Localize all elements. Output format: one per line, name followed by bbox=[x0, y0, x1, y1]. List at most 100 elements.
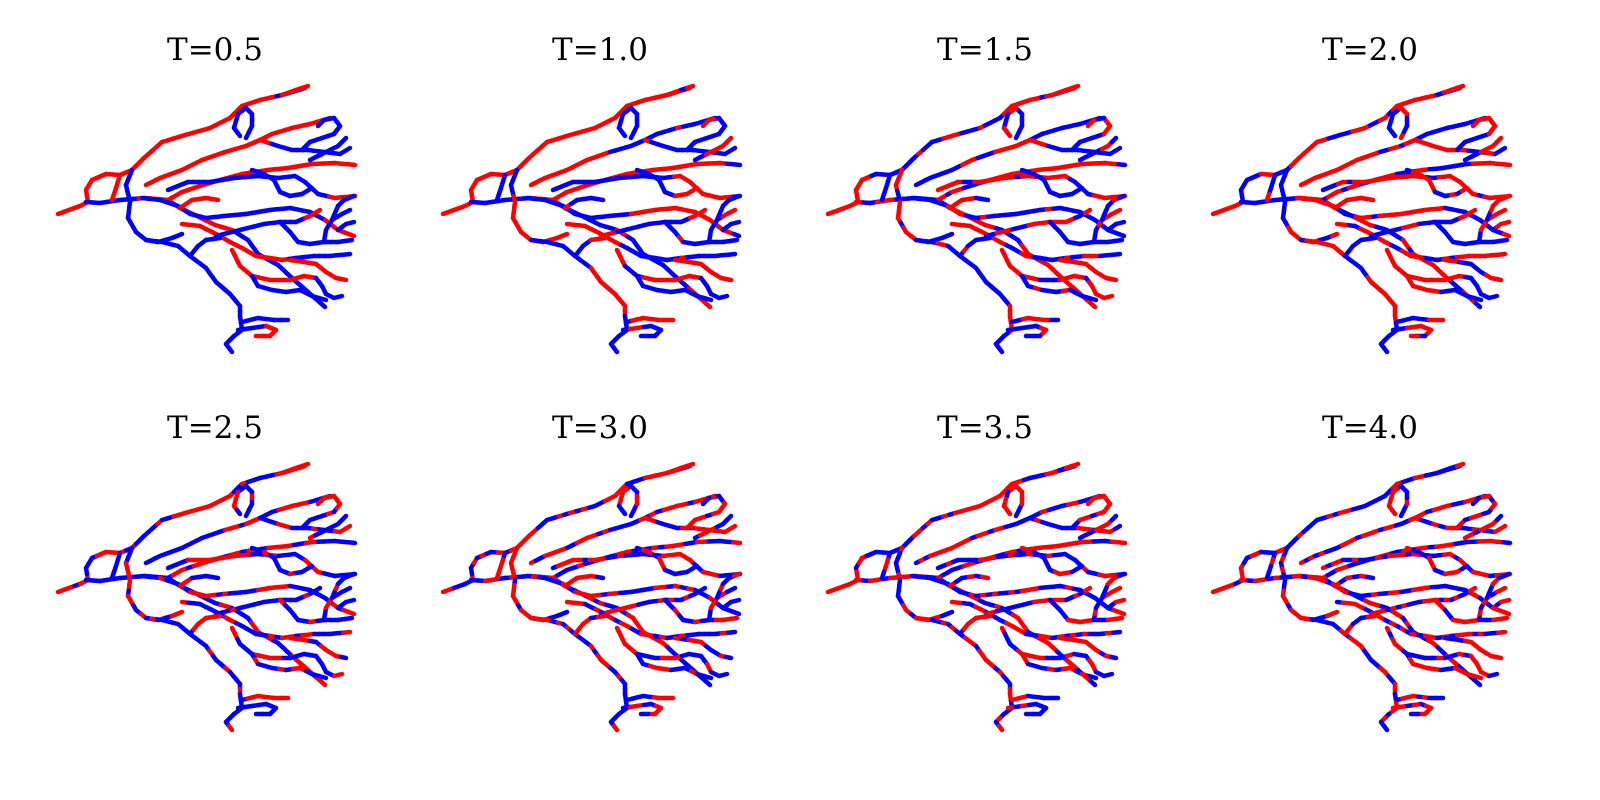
vessel-segment bbox=[723, 654, 734, 661]
vessel-segment bbox=[1113, 597, 1127, 605]
vessel-segment bbox=[312, 207, 323, 216]
panel-8: T=4.0 bbox=[1175, 388, 1565, 768]
vessel-network bbox=[825, 461, 1128, 733]
vessel-segment bbox=[996, 345, 1005, 355]
vessel-segment bbox=[703, 679, 713, 688]
vessel-segment bbox=[1111, 629, 1123, 635]
vessel-segment bbox=[1501, 540, 1513, 546]
vessel-segment bbox=[315, 495, 327, 507]
vessel-segment bbox=[1501, 162, 1513, 168]
vessel-segment bbox=[331, 293, 345, 301]
vessel-segment bbox=[731, 540, 743, 546]
vessel-segment bbox=[619, 129, 628, 139]
vessel-segment bbox=[341, 251, 353, 257]
vessel-segment bbox=[1264, 191, 1272, 203]
panel-5: T=2.5 bbox=[20, 388, 410, 768]
vessel-segment bbox=[1108, 654, 1119, 661]
vessel-segment bbox=[1112, 145, 1123, 154]
vessel-segment bbox=[724, 585, 738, 595]
vessel-segment bbox=[339, 585, 353, 595]
vessel-segment bbox=[728, 597, 742, 605]
vessel-segment bbox=[1365, 235, 1378, 242]
vessel-segment bbox=[1116, 540, 1128, 546]
vessel-segment bbox=[109, 191, 117, 203]
vessel-segment bbox=[731, 231, 742, 239]
vessel-segment bbox=[879, 191, 887, 203]
vessel-segment bbox=[304, 563, 315, 572]
vessel-segment bbox=[1329, 231, 1340, 239]
vessel-segment bbox=[1467, 207, 1478, 216]
vessel-segment bbox=[1086, 295, 1099, 303]
vessel-segment bbox=[1004, 129, 1013, 139]
vessel-segment bbox=[1389, 129, 1398, 139]
vessel-segment bbox=[1109, 135, 1119, 145]
vessel-segment bbox=[611, 345, 620, 355]
vessel-segment bbox=[728, 219, 742, 227]
panel-title: T=1.5 bbox=[937, 32, 1033, 68]
vessel-segment bbox=[339, 513, 349, 523]
vessel-segment bbox=[727, 615, 740, 622]
vessel-segment bbox=[339, 207, 353, 217]
vessel-segment bbox=[594, 196, 606, 203]
vessel-segment bbox=[299, 461, 311, 469]
vessel-segment bbox=[331, 671, 345, 679]
vessel-segment bbox=[304, 185, 315, 194]
vessel-network bbox=[1210, 83, 1513, 355]
vessel-segment bbox=[1101, 293, 1115, 301]
vessel-segment bbox=[226, 723, 235, 733]
vessel-segment bbox=[726, 251, 738, 257]
vessel-segment bbox=[234, 129, 243, 139]
vessel-segment bbox=[1069, 461, 1081, 469]
vessel-segment bbox=[1365, 613, 1378, 620]
vessel-segment bbox=[1074, 185, 1085, 194]
vessel-segment bbox=[316, 673, 329, 681]
vessel-segment bbox=[697, 207, 708, 216]
vessel-segment bbox=[234, 507, 243, 517]
vessel-segment bbox=[727, 523, 738, 532]
vessel-segment bbox=[689, 185, 700, 194]
vessel-segment bbox=[944, 609, 955, 617]
vessel-segment bbox=[346, 193, 357, 201]
vessel-segment bbox=[1498, 597, 1512, 605]
vessel-segment bbox=[342, 615, 355, 622]
vessel-segment bbox=[1501, 193, 1512, 201]
vessel-segment bbox=[346, 162, 358, 168]
vessel-segment bbox=[700, 117, 712, 129]
panel-title: T=2.5 bbox=[167, 410, 263, 446]
vessel-segment bbox=[594, 574, 606, 581]
vessel-segment bbox=[315, 117, 327, 129]
vessel-segment bbox=[1498, 219, 1512, 227]
vessel-segment bbox=[1454, 461, 1466, 469]
vessel-segment bbox=[559, 609, 570, 617]
vessel-segment bbox=[1494, 513, 1504, 523]
vessel-segment bbox=[1109, 513, 1119, 523]
vessel-segment bbox=[1101, 671, 1115, 679]
vessel-segment bbox=[1454, 83, 1466, 91]
vessel-segment bbox=[494, 191, 502, 203]
vessel-segment bbox=[209, 196, 221, 203]
vessel-segment bbox=[701, 673, 714, 681]
vessel-segment bbox=[1470, 117, 1482, 129]
vessel-segment bbox=[1364, 574, 1376, 581]
panel-title: T=0.5 bbox=[167, 32, 263, 68]
vessel-segment bbox=[174, 609, 185, 617]
vessel-segment bbox=[879, 569, 887, 581]
panel-title: T=2.0 bbox=[1322, 32, 1418, 68]
vessel-segment bbox=[996, 723, 1005, 733]
vessel-segment bbox=[1381, 345, 1390, 355]
vessel-segment bbox=[723, 276, 734, 283]
vessel-segment bbox=[619, 507, 628, 517]
vessel-segment bbox=[1494, 207, 1508, 217]
vessel-segment bbox=[595, 235, 608, 242]
vessel-segment bbox=[1473, 301, 1483, 310]
vessel-segment bbox=[980, 613, 993, 620]
vessel-segment bbox=[701, 295, 714, 303]
vessel-segment bbox=[716, 293, 730, 301]
vessel-segment bbox=[1473, 679, 1483, 688]
vessel-segment bbox=[1112, 615, 1125, 622]
vessel-segment bbox=[1088, 301, 1098, 310]
vessel-segment bbox=[342, 523, 353, 532]
vessel-segment bbox=[1486, 293, 1500, 301]
vessel-segment bbox=[724, 207, 738, 217]
vessel-segment bbox=[343, 597, 357, 605]
